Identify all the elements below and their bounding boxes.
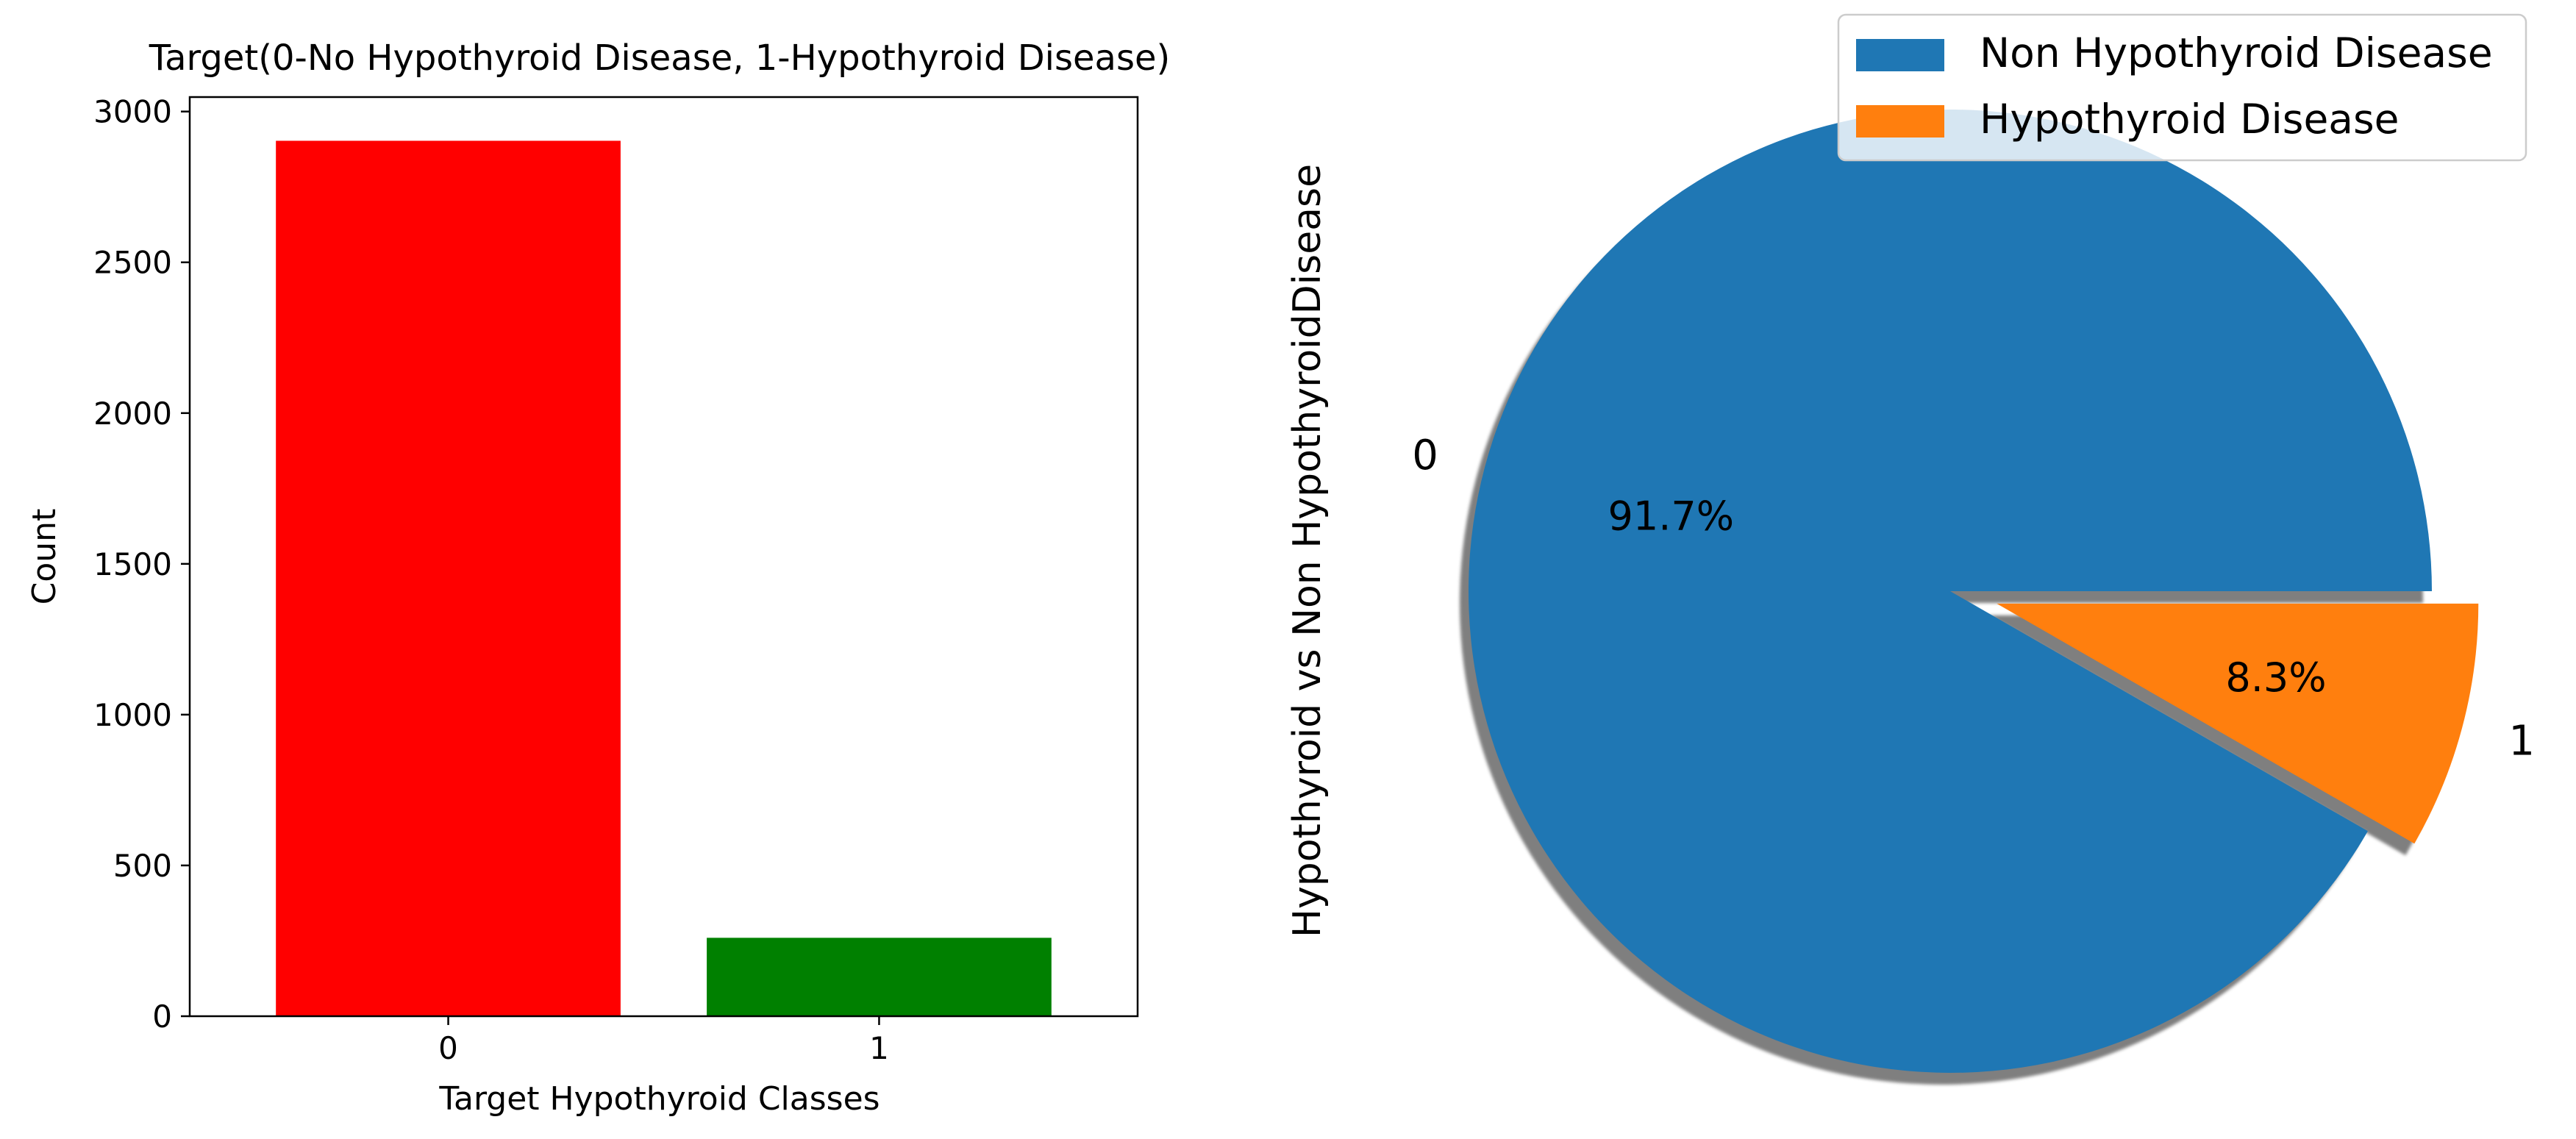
bar-y-axis-label: Count	[26, 509, 63, 605]
bar-series	[276, 140, 1052, 1017]
bar-1	[707, 938, 1052, 1016]
bar-y-tick-label: 0	[152, 999, 172, 1035]
bar-y-tick-label: 3000	[93, 94, 172, 130]
bar-0	[276, 140, 621, 1017]
bar-y-tick-label: 1000	[93, 697, 172, 733]
pie-chart: Hypothyroid vs Non HypothyroidDisease 91…	[1285, 13, 2535, 1085]
bar-chart-title: Target(0-No Hypothyroid Disease, 1-Hypot…	[149, 38, 1170, 79]
pie-category-label: 0	[1412, 432, 1438, 479]
bar-x-tick-label: 1	[869, 1030, 889, 1066]
pie-pct-label: 91.7%	[1608, 493, 1735, 540]
pie-category-label: 1	[2508, 718, 2535, 765]
bar-chart: Target(0-No Hypothyroid Disease, 1-Hypot…	[26, 38, 1170, 1118]
pie-slices	[1468, 110, 2479, 1074]
pie-y-axis-label: Hypothyroid vs Non HypothyroidDisease	[1285, 164, 1330, 938]
legend-swatch-hypothyroid	[1856, 105, 1944, 138]
legend-swatch-non-hypothyroid	[1856, 39, 1944, 71]
pie-slice-1	[1997, 603, 2479, 844]
bar-x-tick-label: 0	[438, 1030, 458, 1066]
pie-legend: Non Hypothyroid Disease Hypothyroid Dise…	[1837, 13, 2527, 162]
bar-y-axis-ticks: 0 500 1000 1500 2000 2500 3000	[93, 94, 190, 1035]
bar-y-tick-label: 500	[113, 848, 172, 884]
pie-labels: 91.7% 0 8.3% 1	[1412, 432, 2535, 765]
bar-y-tick-label: 2000	[93, 396, 172, 432]
pie-legend-frame	[1837, 13, 2527, 162]
bar-x-axis-label: Target Hypothyroid Classes	[438, 1080, 880, 1118]
bar-y-tick-label: 2500	[93, 245, 172, 281]
bar-plot-frame	[188, 96, 1139, 1018]
pie-pct-label: 8.3%	[2225, 654, 2326, 701]
pie-slice-0	[1468, 110, 2432, 1074]
legend-label-hypothyroid: Hypothyroid Disease	[1980, 96, 2400, 143]
legend-label-non-hypothyroid: Non Hypothyroid Disease	[1980, 29, 2493, 76]
bar-y-tick-label: 1500	[93, 546, 172, 582]
